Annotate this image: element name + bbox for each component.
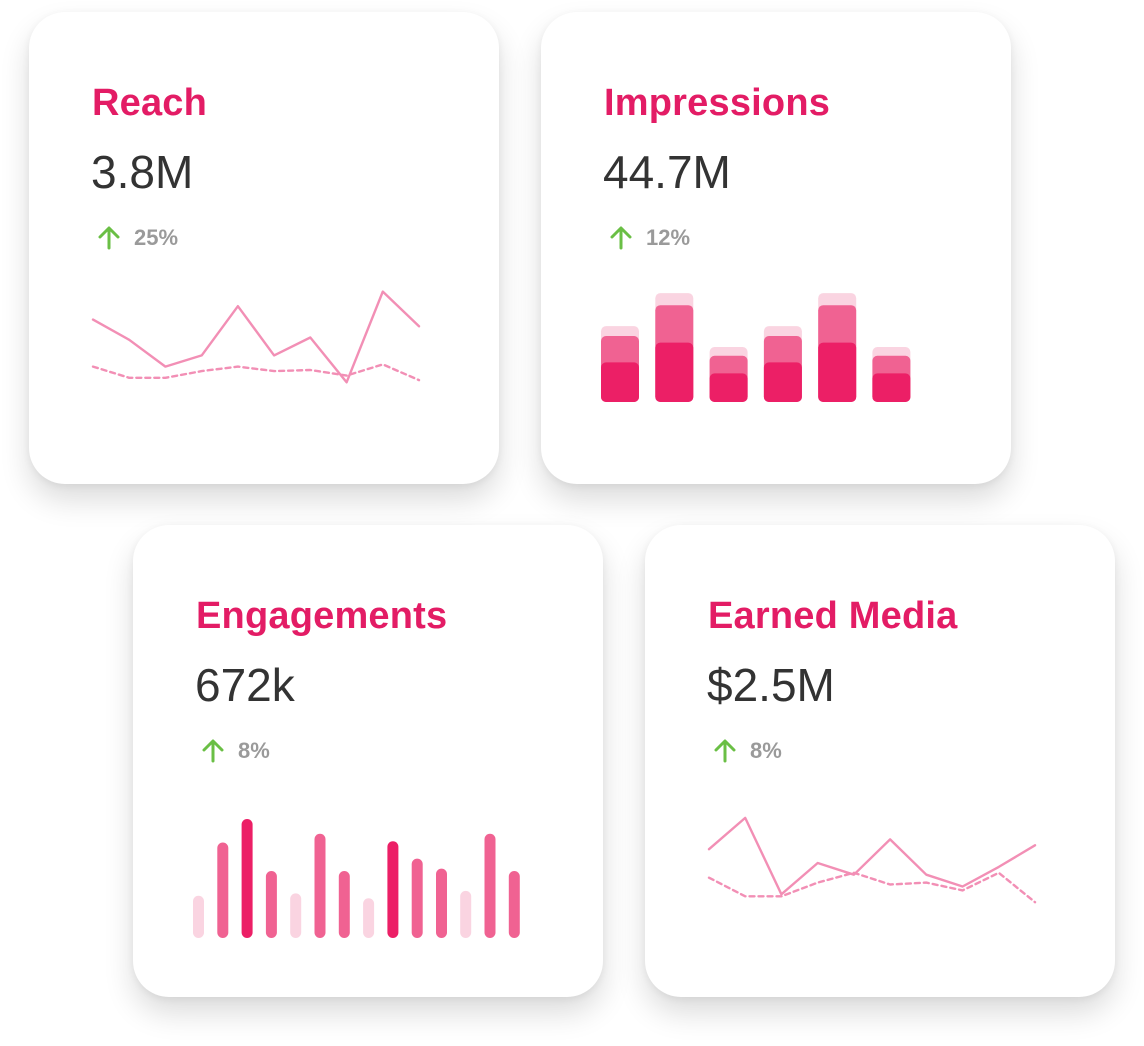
engagements-value: 672k	[195, 659, 295, 711]
impressions-bar-3-segment-1	[709, 373, 748, 402]
earned-media-change: 8%	[711, 735, 782, 767]
engagements-bar-chart	[193, 819, 520, 938]
impressions-title: Impressions	[604, 82, 831, 124]
reach-change-percent: 25%	[134, 225, 179, 250]
arrow-up-icon	[714, 739, 736, 763]
reach-series-solid-line	[91, 290, 421, 384]
impressions-value: 44.7M	[603, 146, 731, 198]
engagements-bar-9	[387, 841, 399, 938]
engagements-bar-14	[508, 871, 520, 938]
engagements-bar-2	[217, 842, 229, 938]
engagements-bar-5	[290, 893, 302, 938]
impressions-change: 12%	[607, 222, 690, 254]
impressions-bar-chart	[601, 293, 911, 402]
earned-media-card: Earned Media $2.5M 8%	[645, 525, 1115, 997]
engagements-card: Engagements 672k 8%	[133, 525, 603, 997]
earned-media-value: $2.5M	[707, 659, 835, 711]
reach-card: Reach 3.8M 25%	[29, 12, 499, 484]
engagements-bar-12	[460, 890, 472, 938]
impressions-change-percent: 12%	[646, 225, 691, 250]
engagements-change-percent: 8%	[238, 738, 270, 763]
engagements-bar-3	[241, 819, 253, 938]
engagements-bar-10	[411, 858, 423, 938]
earned-media-title: Earned Media	[708, 595, 958, 637]
impressions-bar-6-segment-1	[872, 373, 911, 402]
earned_media-series-dashed-line	[707, 871, 1037, 904]
engagements-bar-11	[436, 868, 447, 938]
reach-change: 25%	[95, 222, 178, 254]
arrow-up-icon	[610, 226, 632, 250]
earned_media-series-solid-line	[707, 816, 1037, 896]
reach-line-chart	[91, 290, 421, 384]
engagements-bar-8	[363, 898, 375, 938]
arrow-up-icon	[98, 226, 120, 250]
engagements-bar-6	[314, 833, 326, 938]
engagements-bar-13	[484, 833, 496, 938]
impressions-bar-2-segment-1	[655, 342, 694, 402]
impressions-bar-5-segment-1	[818, 342, 857, 402]
reach-title: Reach	[92, 82, 208, 124]
impressions-bar-4-segment-1	[763, 362, 802, 402]
impressions-card: Impressions 44.7M 12%	[541, 12, 1011, 484]
reach-value: 3.8M	[91, 146, 194, 198]
engagements-bar-1	[193, 895, 204, 938]
earned-media-change-percent: 8%	[750, 738, 782, 763]
earned-media-line-chart	[707, 816, 1037, 904]
impressions-bar-1-segment-1	[601, 362, 639, 402]
engagements-title: Engagements	[196, 595, 448, 637]
engagements-bar-4	[265, 871, 277, 938]
reach-series-dashed-line	[91, 363, 421, 382]
engagements-bar-7	[338, 871, 350, 938]
engagements-change: 8%	[199, 735, 270, 767]
arrow-up-icon	[202, 739, 224, 763]
